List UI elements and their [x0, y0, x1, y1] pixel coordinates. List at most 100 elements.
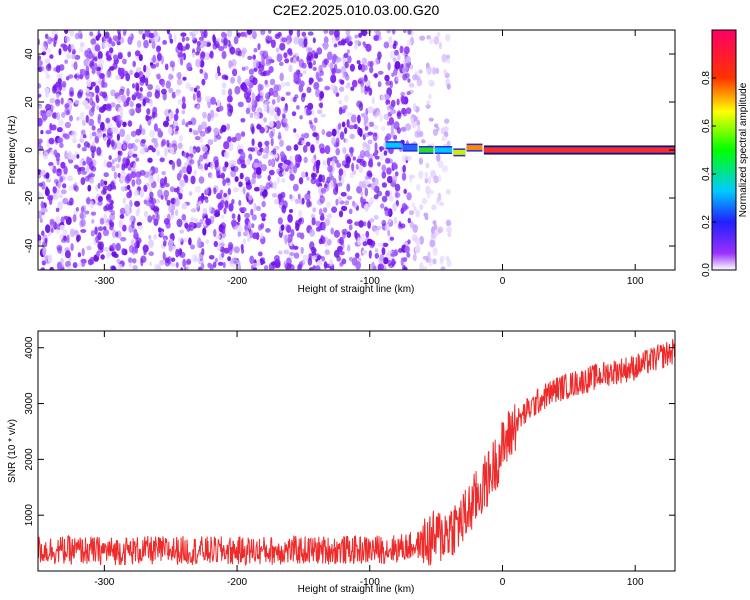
heatmap-cell: [393, 161, 397, 170]
heatmap-cell: [308, 48, 312, 53]
heatmap-cell: [446, 83, 451, 90]
heatmap-cell: [200, 121, 208, 130]
heatmap-cell: [395, 76, 399, 82]
heatmap-cell: [153, 30, 158, 37]
heatmap-cell: [194, 136, 201, 141]
heatmap-cell: [278, 131, 282, 140]
heatmap-cell: [432, 220, 437, 226]
heatmap-cell: [310, 172, 315, 180]
heatmap-cell: [321, 221, 327, 231]
heatmap-cell: [319, 70, 324, 77]
heatmap-cell: [350, 114, 357, 123]
heatmap-cell: [418, 157, 423, 165]
heatmap-cell: [103, 180, 108, 186]
heatmap-cell: [88, 108, 95, 117]
heatmap-cell: [114, 157, 118, 163]
heatmap-cell: [326, 239, 332, 246]
heatmap-cell: [426, 100, 430, 105]
heatmap-cell: [345, 138, 349, 144]
heatmap-cell: [360, 196, 364, 204]
heatmap-cell: [223, 150, 230, 159]
heatmap-cell: [134, 138, 140, 143]
heatmap-cell: [313, 81, 320, 90]
heatmap-cell: [318, 102, 324, 108]
heatmap-cell: [441, 165, 448, 173]
heatmap-cell: [372, 265, 377, 270]
heatmap-cell: [55, 65, 61, 73]
heatmap-cell: [394, 249, 398, 257]
heatmap-cell: [320, 187, 327, 194]
heatmap-cell: [46, 109, 53, 118]
heatmap-cell: [76, 116, 80, 121]
heatmap-cell: [257, 43, 261, 51]
heatmap-cell: [280, 191, 286, 199]
heatmap-cell: [342, 147, 347, 154]
heatmap-cell: [195, 85, 200, 90]
heatmap-cell: [193, 130, 199, 136]
heatmap-cell: [339, 251, 345, 256]
heatmap-cell: [57, 119, 64, 127]
heatmap-cell: [191, 52, 196, 58]
heatmap-cell: [176, 186, 180, 195]
heatmap-cell: [80, 177, 86, 186]
heatmap-cell: [40, 200, 44, 209]
heatmap-cell: [97, 51, 103, 60]
heatmap-cell: [145, 182, 150, 187]
heatmap-cell: [280, 96, 286, 102]
heatmap-cell: [117, 150, 122, 156]
heatmap-cell: [237, 101, 244, 108]
heatmap-cell: [433, 36, 440, 45]
heatmap-cell: [100, 80, 105, 88]
heatmap-cell: [45, 224, 51, 234]
heatmap-cell: [261, 217, 266, 222]
heatmap-cell: [40, 130, 44, 135]
heatmap-cell: [209, 161, 214, 170]
heatmap-cell: [364, 187, 369, 197]
heatmap-cell: [330, 180, 334, 189]
heatmap-cell: [324, 249, 330, 255]
heatmap-cell: [110, 265, 116, 270]
snr-x-ticks: -300 -200 -100 0 100: [94, 331, 644, 588]
heatmap-cell: [368, 121, 375, 128]
heatmap-cell: [379, 152, 384, 162]
heatmap-cell: [326, 51, 333, 61]
heatmap-cell: [428, 94, 432, 100]
snr-panel: -300 -200 -100 0 100 1000 2000 3000 4000 Height…: [7, 330, 676, 595]
heatmap-cell: [152, 214, 156, 221]
heatmap-cell: [338, 210, 344, 218]
heatmap-cell: [333, 249, 340, 258]
heatmap-cell: [54, 33, 58, 41]
heatmap-cell: [425, 104, 431, 109]
y-tick-label: 1000: [24, 504, 35, 527]
heatmap-cell: [55, 112, 61, 121]
heatmap-cell: [293, 252, 300, 259]
heatmap-cell: [369, 158, 373, 164]
heatmap-cell: [41, 230, 45, 236]
heatmap-cell: [181, 36, 185, 43]
heatmap-cell: [38, 110, 41, 118]
heatmap-cell: [166, 199, 171, 206]
heatmap-cell: [351, 162, 355, 172]
heatmap-cell: [306, 176, 310, 181]
spectrogram-y-label: Frequency (Hz): [7, 116, 18, 185]
heatmap-cell: [160, 80, 165, 88]
heatmap-cell: [157, 85, 161, 92]
heatmap-cell: [189, 86, 195, 92]
heatmap-cell: [91, 150, 95, 159]
heatmap-cell: [281, 37, 288, 43]
heatmap-cell: [346, 119, 350, 128]
heatmap-cell: [79, 112, 85, 121]
colorbar: 0.0 0.2 0.4 0.6 0.8 Normalized spectral ampl…: [701, 29, 749, 277]
heatmap-cell: [72, 137, 77, 144]
heatmap-cell: [225, 177, 231, 183]
heatmap-cell: [88, 177, 95, 184]
heatmap-cell: [312, 207, 317, 213]
heatmap-cell: [399, 45, 404, 54]
heatmap-cell: [281, 164, 288, 169]
heatmap-cell: [213, 240, 218, 248]
heatmap-cell: [120, 236, 127, 242]
heatmap-cell: [341, 109, 346, 113]
heatmap-cell: [122, 157, 128, 164]
heatmap-cell: [205, 218, 212, 226]
heatmap-cell: [316, 260, 323, 266]
